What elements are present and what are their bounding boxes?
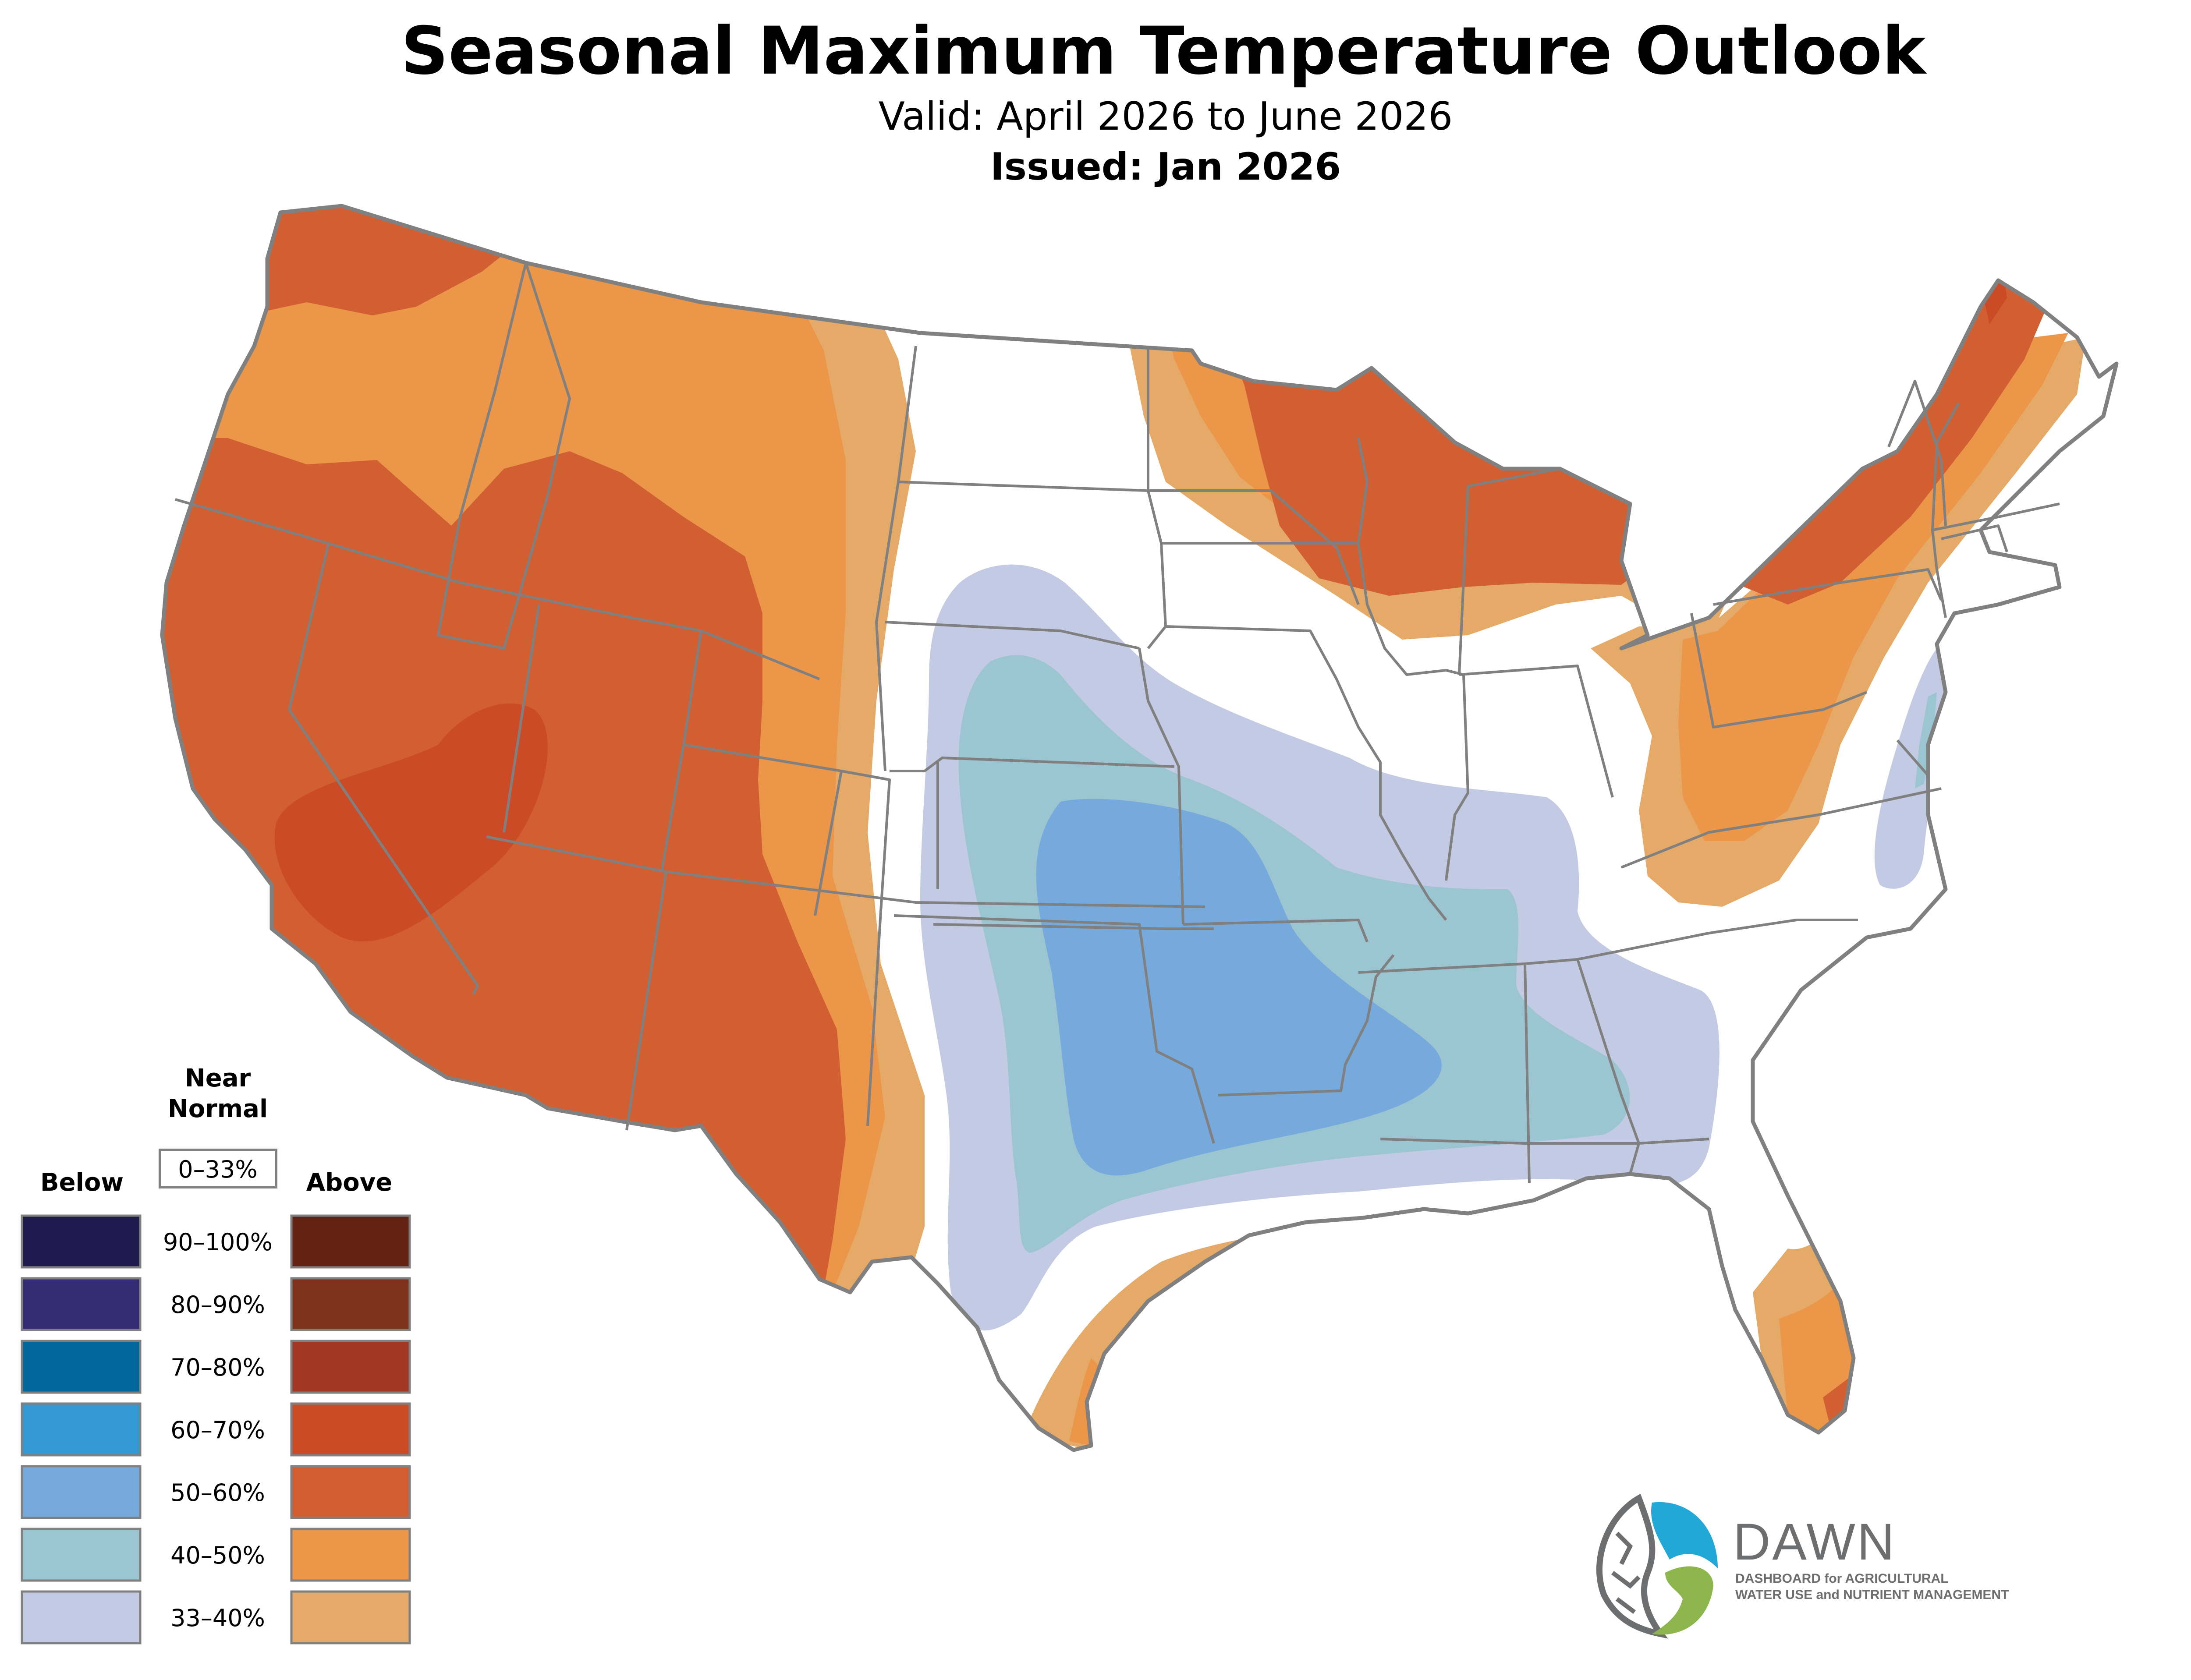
logo-gray-circuit-lines [1611, 1531, 1641, 1614]
legend-above-swatch [290, 1590, 411, 1645]
legend-above-swatch [290, 1214, 411, 1269]
zone-gulf-above-33-40 [1030, 1222, 1464, 1450]
dawn-logo-tagline-2: WATER USE and NUTRIENT MANAGEMENT [1735, 1588, 2009, 1602]
zone-delmarva-below-40-50 [1915, 692, 1937, 789]
legend-range-label: 60–70% [170, 1416, 265, 1444]
legend-above-swatch [290, 1402, 411, 1457]
zone-great-basin-above-60-70 [274, 703, 548, 942]
zone-southwest-above-50-60 [162, 438, 846, 1358]
legend-near-normal-line1: Near [185, 1064, 251, 1093]
dawn-logo: DAWN DASHBOARD for AGRICULTURAL WATER US… [1596, 1493, 2009, 1639]
legend-range-label: 40–50% [170, 1542, 265, 1569]
zone-ohio-above-40-50 [1678, 333, 2068, 841]
legend-near-normal-box [159, 1149, 277, 1188]
legend-below-swatch [21, 1465, 142, 1519]
legend-below-swatch [21, 1528, 142, 1582]
legend-above-swatch [290, 1528, 411, 1582]
legend-above-swatch [290, 1340, 411, 1394]
legend-above-swatch [290, 1465, 411, 1519]
logo-blue-drop [1651, 1502, 1718, 1568]
legend-above-swatch [290, 1277, 411, 1331]
legend-range-label: 80–90% [170, 1291, 265, 1319]
dawn-logo-mark [1596, 1493, 1718, 1639]
state-borders [175, 262, 2060, 1183]
dawn-logo-tagline-1: DASHBOARD for AGRICULTURAL [1735, 1571, 1949, 1586]
legend-below-swatch [21, 1340, 142, 1394]
logo-gray-circuit-leaf [1596, 1493, 1668, 1639]
map-title: Seasonal Maximum Temperature Outlook [401, 13, 1927, 89]
legend-range-label: 70–80% [170, 1354, 265, 1381]
legend-range-label: 33–40% [170, 1604, 265, 1632]
legend-below-swatch [21, 1214, 142, 1269]
legend-range-label: 50–60% [170, 1479, 265, 1507]
legend-near-normal-line2: Normal [168, 1095, 268, 1123]
logo-green-leaf [1652, 1566, 1713, 1635]
dawn-logo-wordmark: DAWN [1733, 1513, 1896, 1571]
legend-below-label: Below [40, 1168, 124, 1197]
zone-south-central-below-50-60 [1036, 799, 1442, 1176]
legend-range-label: 90–100% [163, 1228, 273, 1256]
legend-below-swatch [21, 1277, 142, 1331]
legend-rows: 90–100% 80–90% 70–80% 60–70% 50–60% 40–50% 33–… [21, 1214, 411, 1645]
legend-near-normal-range: 0–33% [178, 1156, 257, 1183]
legend: Near Normal 0–33% Below Above 90–100% 80–… [21, 1064, 411, 1645]
issued-date: Issued: Jan 2026 [990, 145, 1341, 189]
us-border [160, 204, 2119, 1452]
legend-below-swatch [21, 1590, 142, 1645]
legend-above-label: Above [306, 1168, 392, 1197]
zone-gulf-above-40-50 [1069, 1253, 1446, 1446]
valid-period: Valid: April 2026 to June 2026 [879, 94, 1453, 139]
legend-below-swatch [21, 1402, 142, 1457]
